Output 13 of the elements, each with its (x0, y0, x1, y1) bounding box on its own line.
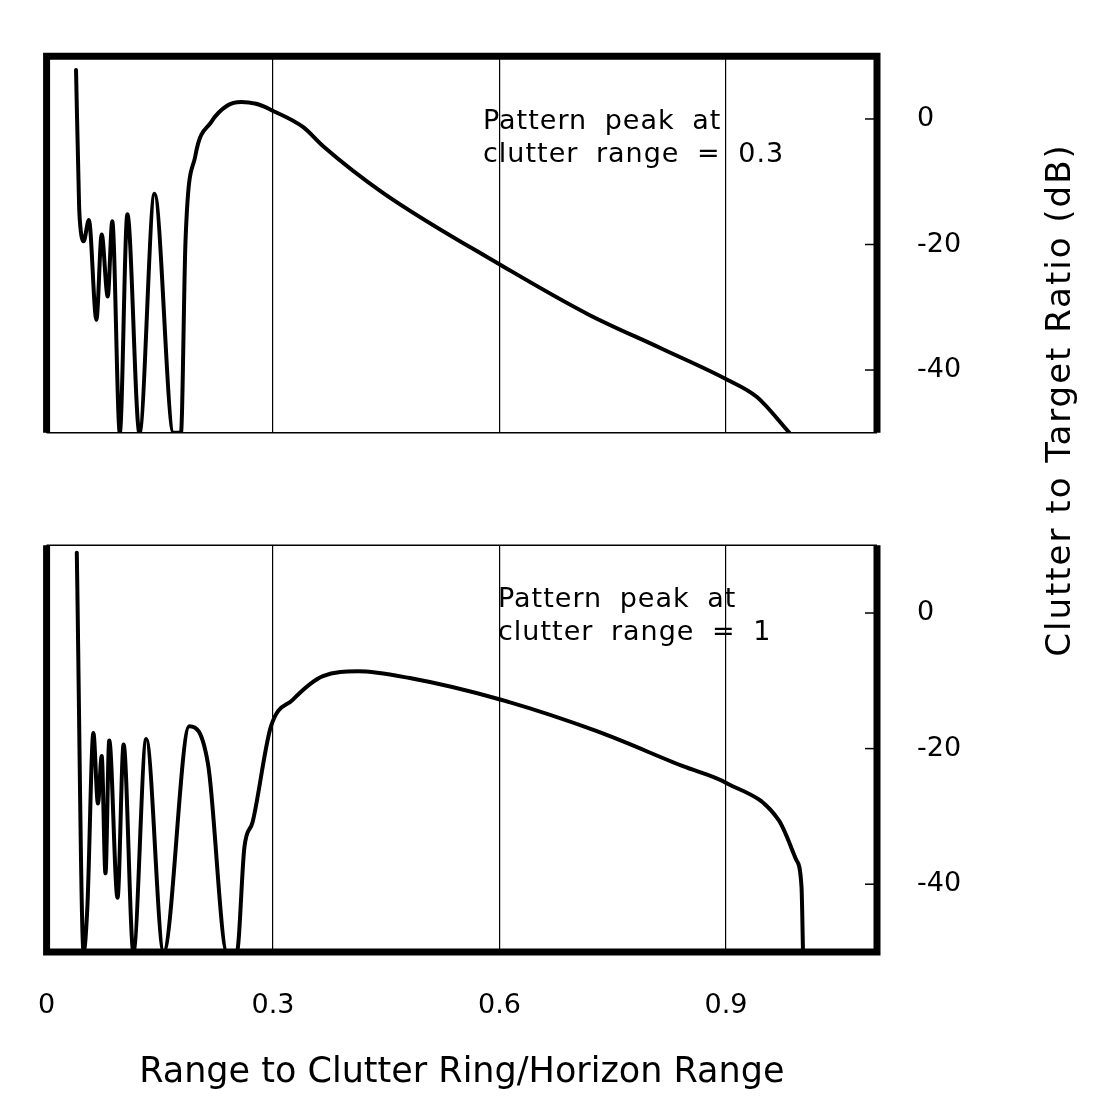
line-series (74, 550, 806, 952)
x-tick-label: 0 (38, 988, 56, 1020)
y-tick-label: 0 (917, 100, 935, 132)
x-tick-label: 0.9 (704, 988, 748, 1020)
y-tick-label: -20 (917, 226, 962, 258)
y-tick-label: -20 (917, 730, 962, 762)
x-tick-label: 0.3 (251, 988, 295, 1020)
y-axis-title: Clutter to Target Ratio (dB) (1038, 143, 1078, 657)
y-tick-label: -40 (917, 866, 962, 898)
y-tick-label: -40 (917, 352, 962, 384)
x-axis-title: Range to Clutter Ring/Horizon Range (139, 1050, 785, 1091)
y-tick-label: 0 (917, 595, 935, 627)
x-tick-label: 0.6 (478, 988, 522, 1020)
